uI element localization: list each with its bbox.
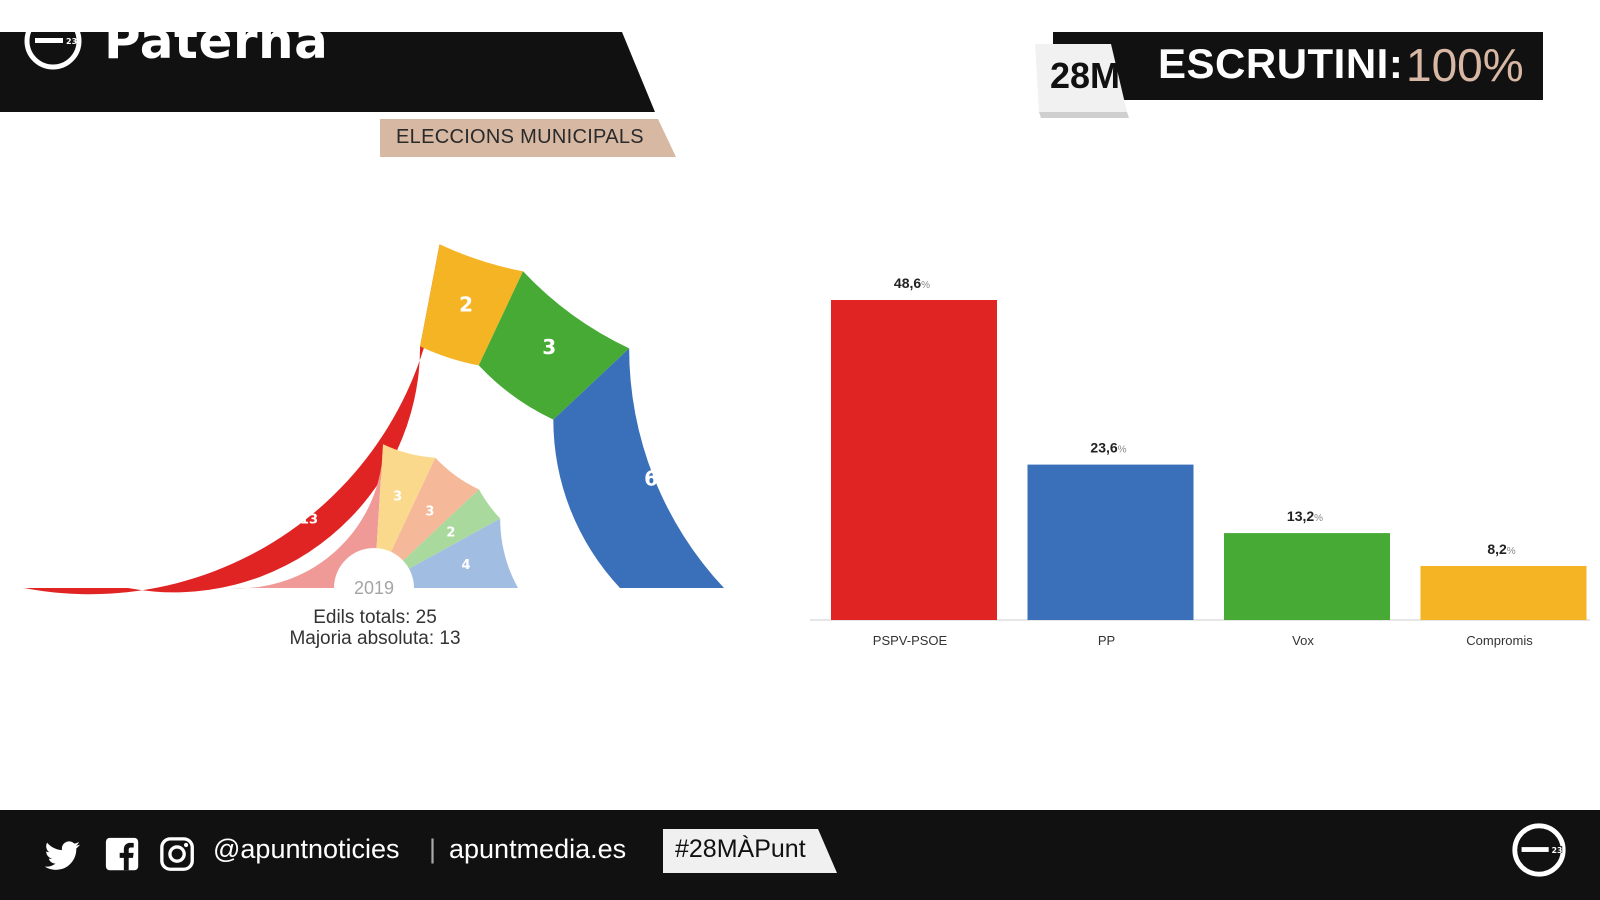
bar-category-label: PP [1098, 633, 1115, 648]
hemicycle-2019-segment [374, 489, 501, 588]
hemicycle-2023-segment [478, 271, 630, 420]
apunt-logo-icon: 23 [24, 12, 82, 70]
apunt-footer-logo-icon: 23 [1512, 823, 1566, 877]
bar-value-label: 48,6% [894, 275, 930, 291]
vote-share-bar-chart: 48,6% PSPV-PSOE 23,6% PP 13,2% Vox 8,2% Comprom… [810, 275, 1590, 648]
twitter-icon[interactable] [44, 836, 82, 874]
hemicycle-2023-seat-label: 6 [644, 466, 658, 490]
footer-separator: | [429, 834, 437, 864]
bar [1420, 566, 1587, 620]
city-title: Paterna [104, 12, 329, 70]
website-link[interactable]: apuntmedia.es [449, 834, 627, 864]
hemicycle-2019-seat-label: 2 [446, 526, 455, 541]
hemicycle-2019-center [334, 548, 414, 628]
svg-text:23: 23 [1552, 846, 1563, 855]
bar-category-label: PSPV-PSOE [873, 633, 948, 648]
facebook-icon[interactable] [104, 836, 142, 874]
total-seats-label: Edils totals: 25 [313, 607, 437, 628]
hemicycle-2023-segment [420, 244, 524, 366]
bar [831, 300, 997, 620]
bar-category-label: Compromis [1466, 633, 1533, 648]
hashtag-badge [663, 829, 837, 873]
bar-category-label: Vox [1292, 633, 1314, 648]
hemicycle-2019-seat-label: 3 [425, 505, 434, 520]
bar [1224, 533, 1390, 620]
hemicycle-2019-segment [230, 444, 384, 589]
scrutiny-label: ESCRUTINI: [1158, 40, 1404, 87]
hemicycle-2023-seat-label: 14 [170, 346, 198, 370]
bar-value-label: 23,6% [1090, 440, 1126, 456]
hemicycle-2019-seat-label: 13 [300, 512, 318, 527]
hemicycle-2019-seat-label: 3 [393, 490, 402, 505]
hashtag-label[interactable]: #28MÀPunt [675, 835, 806, 863]
bar [1027, 464, 1194, 620]
hemicycle-2023-segment [24, 244, 440, 595]
seats-summary: Edils totals: 25 Majoria absoluta: 13 [175, 607, 575, 649]
bar-value-label: 13,2% [1287, 508, 1323, 524]
scrutiny-value: 100% [1406, 39, 1524, 91]
hemicycle-2019-seat-label: 4 [461, 558, 470, 573]
hemicycle-2023-seat-label: 2 [459, 293, 473, 317]
hemicycle-2023-segment [553, 348, 724, 588]
scrutiny-badge [1035, 32, 1543, 118]
majority-label: Majoria absoluta: 13 [289, 628, 461, 649]
hemicycle-2023-seat-label: 3 [542, 335, 556, 359]
subtitle-band [380, 119, 676, 157]
election-tag: 28M [1050, 55, 1121, 96]
hemicycle-2019-year-label: 2019 [354, 578, 394, 598]
city-header-band [0, 32, 660, 112]
svg-text:23: 23 [66, 37, 77, 46]
bar-value-label: 8,2% [1487, 541, 1515, 557]
hemicycle-2019-segment [374, 457, 479, 588]
instagram-icon[interactable] [159, 836, 197, 874]
election-subtitle: ELECCIONS MUNICIPALS [396, 126, 644, 148]
social-handle[interactable]: @apuntnoticies [213, 834, 400, 864]
